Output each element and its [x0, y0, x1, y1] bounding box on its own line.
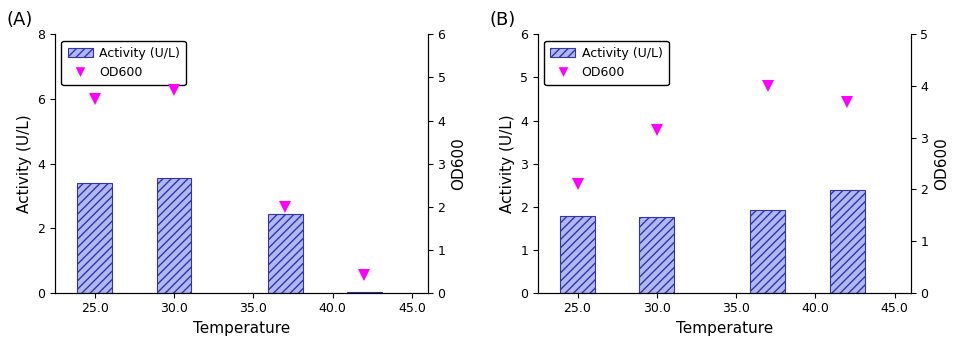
Legend: Activity (U/L), OD600: Activity (U/L), OD600 — [544, 41, 669, 85]
Text: (B): (B) — [490, 11, 516, 29]
Bar — [156, 178, 191, 293]
Y-axis label: Activity (U/L): Activity (U/L) — [499, 114, 515, 213]
Bar — [78, 183, 112, 293]
Text: (A): (A) — [7, 11, 33, 29]
Y-axis label: Activity (U/L): Activity (U/L) — [16, 114, 32, 213]
Bar — [560, 216, 595, 293]
Y-axis label: OD600: OD600 — [451, 137, 467, 190]
Bar — [347, 291, 382, 293]
X-axis label: Temperature: Temperature — [676, 321, 773, 336]
Bar — [268, 213, 302, 293]
Bar — [639, 217, 674, 293]
Legend: Activity (U/L), OD600: Activity (U/L), OD600 — [61, 41, 186, 85]
Bar — [829, 190, 865, 293]
Bar — [751, 210, 785, 293]
X-axis label: Temperature: Temperature — [193, 321, 290, 336]
Y-axis label: OD600: OD600 — [934, 137, 948, 190]
